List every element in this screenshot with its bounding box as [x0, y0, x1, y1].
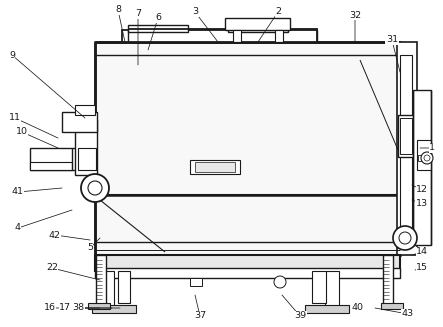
Bar — [30, 162, 72, 170]
Bar — [225, 18, 290, 30]
Text: 9: 9 — [9, 50, 15, 60]
Bar — [95, 42, 400, 195]
Circle shape — [424, 155, 430, 161]
Bar — [118, 271, 130, 303]
Text: 14: 14 — [416, 248, 428, 256]
Text: 3: 3 — [192, 8, 198, 16]
Bar — [95, 195, 400, 255]
Text: 10: 10 — [16, 128, 28, 136]
Bar — [417, 140, 431, 170]
Bar — [88, 303, 110, 309]
Circle shape — [399, 232, 411, 244]
Text: 1: 1 — [429, 144, 435, 152]
Bar — [92, 305, 136, 313]
Bar — [400, 118, 412, 154]
Text: 17: 17 — [59, 303, 71, 313]
Text: 12: 12 — [416, 185, 428, 195]
Circle shape — [88, 181, 102, 195]
Bar — [75, 120, 97, 175]
Bar — [78, 148, 96, 170]
Bar — [75, 105, 95, 115]
Bar — [95, 268, 400, 278]
Text: 40: 40 — [352, 303, 364, 313]
Bar — [30, 148, 96, 170]
Bar — [100, 271, 114, 309]
Bar — [383, 255, 393, 305]
Text: 7: 7 — [135, 9, 141, 19]
Bar — [95, 255, 400, 271]
Bar — [190, 160, 240, 174]
Text: 38: 38 — [72, 303, 84, 313]
Circle shape — [393, 226, 417, 250]
Bar — [128, 25, 188, 32]
Circle shape — [81, 174, 109, 202]
Text: 39: 39 — [294, 312, 306, 320]
Text: 5: 5 — [87, 244, 93, 252]
Text: 37: 37 — [194, 312, 206, 320]
Bar — [305, 305, 349, 313]
Bar — [312, 271, 326, 303]
Bar — [397, 42, 417, 255]
Bar — [233, 30, 241, 42]
Bar — [325, 271, 339, 309]
Text: 22: 22 — [46, 264, 58, 272]
Text: 42: 42 — [49, 231, 61, 239]
Text: 43: 43 — [402, 309, 414, 318]
Bar — [195, 162, 235, 172]
Text: 31: 31 — [386, 36, 398, 44]
Bar — [62, 112, 97, 132]
Circle shape — [274, 276, 286, 288]
Bar — [96, 255, 106, 305]
Bar — [400, 55, 412, 245]
Text: 16: 16 — [44, 303, 56, 313]
Circle shape — [421, 152, 433, 164]
Bar — [275, 30, 283, 42]
Text: 4: 4 — [15, 223, 21, 232]
Text: 32: 32 — [349, 10, 361, 20]
Bar — [413, 90, 431, 245]
Text: 41: 41 — [12, 187, 24, 197]
Text: 8: 8 — [115, 6, 121, 14]
Bar — [190, 278, 202, 286]
Bar — [228, 25, 288, 32]
Text: 13: 13 — [416, 199, 428, 209]
Bar — [122, 30, 317, 42]
Bar — [381, 303, 403, 309]
Text: 6: 6 — [155, 13, 161, 23]
Text: 15: 15 — [416, 264, 428, 272]
Bar — [398, 115, 414, 157]
Text: 11: 11 — [9, 113, 21, 123]
Bar — [418, 155, 423, 161]
Text: 2: 2 — [275, 8, 281, 16]
